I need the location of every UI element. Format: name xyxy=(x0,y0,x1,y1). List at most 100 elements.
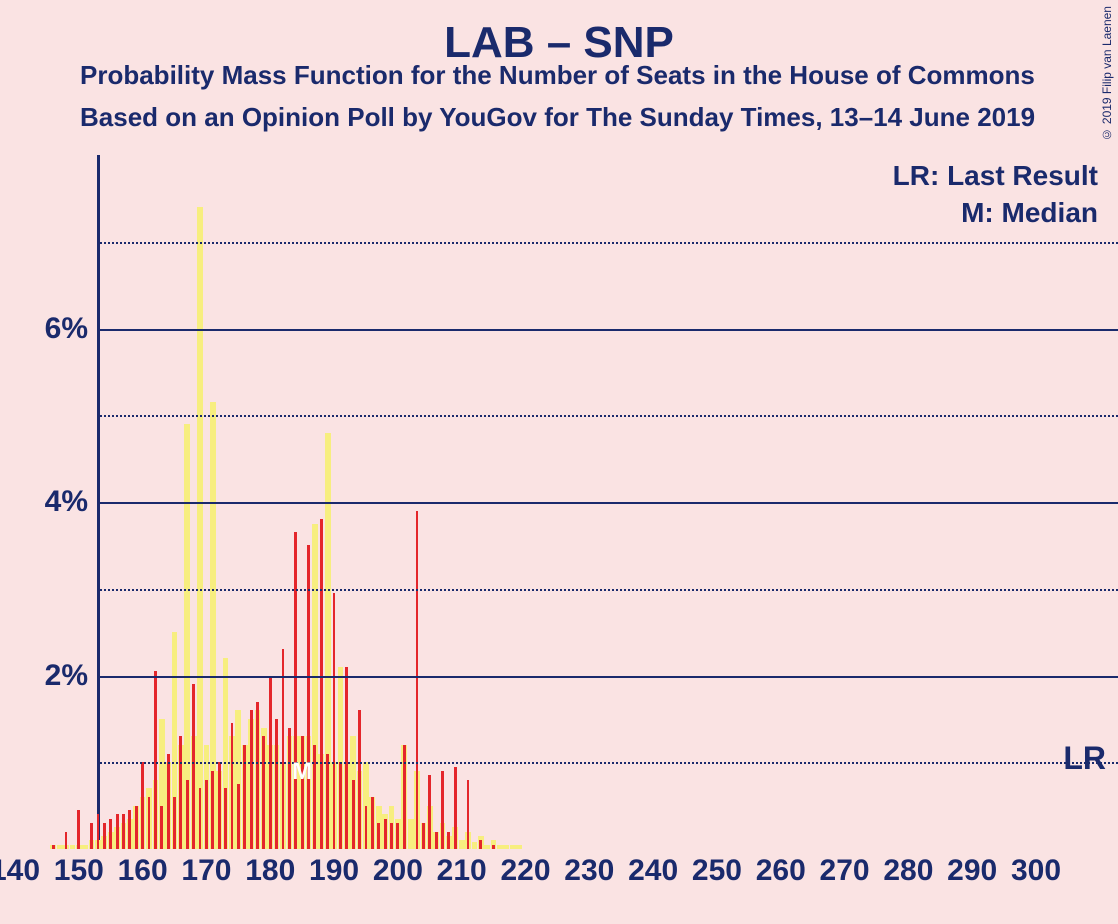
lr-marker-label: LR xyxy=(1063,740,1106,777)
x-tick-label: 210 xyxy=(437,854,487,888)
legend-m: M: Median xyxy=(961,197,1098,229)
bar-primary xyxy=(326,754,329,849)
bar-primary xyxy=(90,823,93,849)
x-tick-label: 150 xyxy=(54,854,104,888)
bar-secondary xyxy=(497,845,503,849)
bar-primary xyxy=(262,736,265,849)
y-tick-label: 4% xyxy=(45,485,88,519)
bar-secondary xyxy=(472,842,478,849)
plot-area: 1401501601701801902002102202302402502602… xyxy=(97,155,1118,849)
bar-primary xyxy=(237,784,240,849)
bar-primary xyxy=(390,823,393,849)
x-tick-label: 270 xyxy=(820,854,870,888)
bar-primary xyxy=(454,767,457,849)
bar-primary xyxy=(492,845,495,849)
x-tick-label: 220 xyxy=(500,854,550,888)
bar-primary xyxy=(339,762,342,849)
bar-secondary xyxy=(82,845,88,849)
gridline xyxy=(100,329,1118,331)
bar-primary xyxy=(358,710,361,849)
bar-primary xyxy=(365,806,368,849)
copyright-text: © 2019 Filip van Laenen xyxy=(1100,6,1114,141)
x-tick-label: 290 xyxy=(947,854,997,888)
bar-primary xyxy=(52,845,55,849)
x-tick-label: 230 xyxy=(564,854,614,888)
x-tick-label: 280 xyxy=(883,854,933,888)
x-tick-label: 160 xyxy=(118,854,168,888)
bar-secondary xyxy=(503,845,509,849)
bar-primary xyxy=(218,762,221,849)
x-tick-label: 170 xyxy=(181,854,231,888)
bar-primary xyxy=(441,771,444,849)
bar-primary xyxy=(128,810,131,849)
gridline xyxy=(100,676,1118,678)
bar-primary xyxy=(116,814,119,849)
x-tick-label: 250 xyxy=(692,854,742,888)
bar-primary xyxy=(179,736,182,849)
y-tick-label: 6% xyxy=(45,312,88,346)
bar-primary xyxy=(371,797,374,849)
bar-primary xyxy=(224,788,227,849)
chart-subtitle-2: Based on an Opinion Poll by YouGov for T… xyxy=(80,102,1035,133)
bar-primary xyxy=(135,806,138,849)
bar-primary xyxy=(333,593,336,849)
bar-secondary xyxy=(510,845,516,849)
bar-primary xyxy=(403,745,406,849)
bar-primary xyxy=(160,806,163,849)
bar-primary xyxy=(243,745,246,849)
bar-primary xyxy=(186,780,189,849)
bar-primary xyxy=(288,728,291,849)
x-tick-label: 240 xyxy=(628,854,678,888)
bar-primary xyxy=(211,771,214,849)
bar-primary xyxy=(428,775,431,849)
bar-primary xyxy=(141,762,144,849)
bar-primary xyxy=(422,823,425,849)
bar-primary xyxy=(192,684,195,849)
x-tick-label: 140 xyxy=(0,854,40,888)
median-marker: M xyxy=(292,758,312,786)
bar-primary xyxy=(294,532,297,849)
bar-primary xyxy=(109,819,112,849)
bar-primary xyxy=(231,723,234,849)
bar-primary xyxy=(352,780,355,849)
bar-primary xyxy=(345,667,348,849)
bar-primary xyxy=(275,719,278,849)
bar-secondary xyxy=(459,840,465,849)
bar-primary xyxy=(199,788,202,849)
x-tick-label: 180 xyxy=(245,854,295,888)
legend-lr: LR: Last Result xyxy=(893,160,1098,192)
bar-primary xyxy=(250,710,253,849)
y-tick-label: 2% xyxy=(45,659,88,693)
gridline xyxy=(100,502,1118,504)
bar-primary xyxy=(435,832,438,849)
x-tick-label: 300 xyxy=(1011,854,1061,888)
bar-primary xyxy=(77,810,80,849)
bar-primary xyxy=(205,780,208,849)
bar-primary xyxy=(320,519,323,849)
x-tick-label: 190 xyxy=(309,854,359,888)
bar-primary xyxy=(313,745,316,849)
bar-primary xyxy=(122,814,125,849)
bar-secondary xyxy=(57,845,63,849)
bar-primary xyxy=(173,797,176,849)
gridline xyxy=(100,415,1118,417)
bar-primary xyxy=(396,823,399,849)
bar-primary xyxy=(467,780,470,849)
bar-primary xyxy=(479,840,482,849)
bar-secondary xyxy=(197,207,203,849)
bar-primary xyxy=(65,832,68,849)
bar-primary xyxy=(282,649,285,849)
bar-primary xyxy=(384,819,387,849)
bar-primary xyxy=(301,736,304,849)
x-tick-label: 200 xyxy=(373,854,423,888)
x-tick-label: 260 xyxy=(756,854,806,888)
bar-primary xyxy=(256,702,259,849)
bar-primary xyxy=(97,814,100,849)
bar-primary xyxy=(307,545,310,849)
bar-primary xyxy=(447,832,450,849)
gridline xyxy=(100,589,1118,591)
gridline xyxy=(100,242,1118,244)
bar-primary xyxy=(377,823,380,849)
bar-secondary xyxy=(408,819,414,849)
bar-secondary xyxy=(70,845,76,849)
